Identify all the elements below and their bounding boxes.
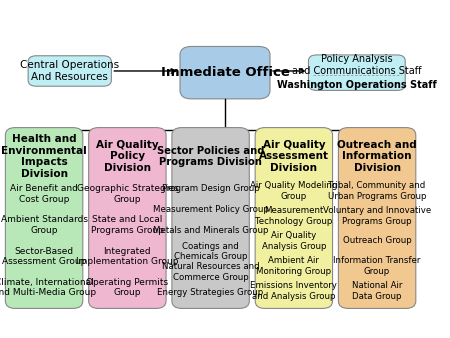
Text: Information Transfer
Group: Information Transfer Group — [333, 256, 421, 275]
Text: Voluntary and Innovative
Programs Group: Voluntary and Innovative Programs Group — [323, 206, 431, 225]
Text: Air Quality
Policy
Division: Air Quality Policy Division — [96, 140, 159, 173]
Text: Geographic Strategies
Group: Geographic Strategies Group — [76, 184, 178, 203]
Text: Sector-Based
Assessment Group: Sector-Based Assessment Group — [2, 247, 86, 266]
FancyBboxPatch shape — [28, 56, 112, 86]
Text: Measurement Policy Group: Measurement Policy Group — [153, 205, 269, 214]
Text: Measurement
Technology Group: Measurement Technology Group — [255, 206, 333, 225]
Text: Integrated
Implementation Group: Integrated Implementation Group — [76, 247, 179, 266]
FancyBboxPatch shape — [255, 127, 333, 309]
Text: Program Design Group: Program Design Group — [162, 184, 260, 193]
Text: Emissions Inventory
and Analysis Group: Emissions Inventory and Analysis Group — [250, 281, 338, 300]
Text: State and Local
Programs Group: State and Local Programs Group — [91, 216, 164, 235]
Text: Energy Strategies Group: Energy Strategies Group — [158, 288, 264, 297]
Text: Washington Operations Staff: Washington Operations Staff — [277, 80, 436, 90]
Text: Metals and Minerals Group: Metals and Minerals Group — [153, 226, 268, 235]
Text: Air Quality
Analysis Group: Air Quality Analysis Group — [261, 231, 326, 250]
Text: Sector Policies and
Programs Division: Sector Policies and Programs Division — [157, 146, 264, 167]
Text: Immediate Office: Immediate Office — [161, 66, 289, 79]
FancyBboxPatch shape — [180, 46, 270, 99]
FancyBboxPatch shape — [338, 127, 416, 309]
Text: National Air
Data Group: National Air Data Group — [352, 281, 402, 300]
Text: Air Quality
Assessment
Division: Air Quality Assessment Division — [259, 140, 329, 173]
FancyBboxPatch shape — [172, 127, 249, 309]
Text: Operating Permits
Group: Operating Permits Group — [86, 278, 168, 297]
Text: Central Operations
And Resources: Central Operations And Resources — [20, 60, 119, 82]
Text: Health and
Environmental
Impacts
Division: Health and Environmental Impacts Divisio… — [1, 134, 87, 179]
Text: Tribal, Community and
Urban Programs Group: Tribal, Community and Urban Programs Gro… — [328, 181, 426, 200]
Text: Policy Analysis
and Communications Staff: Policy Analysis and Communications Staff — [292, 54, 422, 76]
Text: Air Quality Modeling
Group: Air Quality Modeling Group — [250, 181, 338, 200]
Text: Outreach Group: Outreach Group — [343, 236, 411, 245]
Text: Ambient Standards
Group: Ambient Standards Group — [0, 216, 88, 235]
FancyBboxPatch shape — [89, 127, 166, 309]
Text: Ambient Air
Monitoring Group: Ambient Air Monitoring Group — [256, 256, 331, 275]
Text: Natural Resources and
Commerce Group: Natural Resources and Commerce Group — [162, 262, 259, 282]
Text: Air Benefit and
Cost Group: Air Benefit and Cost Group — [10, 184, 78, 203]
Text: Climate, International
and Multi-Media Group: Climate, International and Multi-Media G… — [0, 278, 96, 297]
Text: Coatings and
Chemicals Group: Coatings and Chemicals Group — [174, 242, 248, 261]
FancyBboxPatch shape — [309, 55, 405, 90]
Text: Outreach and
Information
Division: Outreach and Information Division — [337, 140, 417, 173]
FancyBboxPatch shape — [5, 127, 83, 309]
